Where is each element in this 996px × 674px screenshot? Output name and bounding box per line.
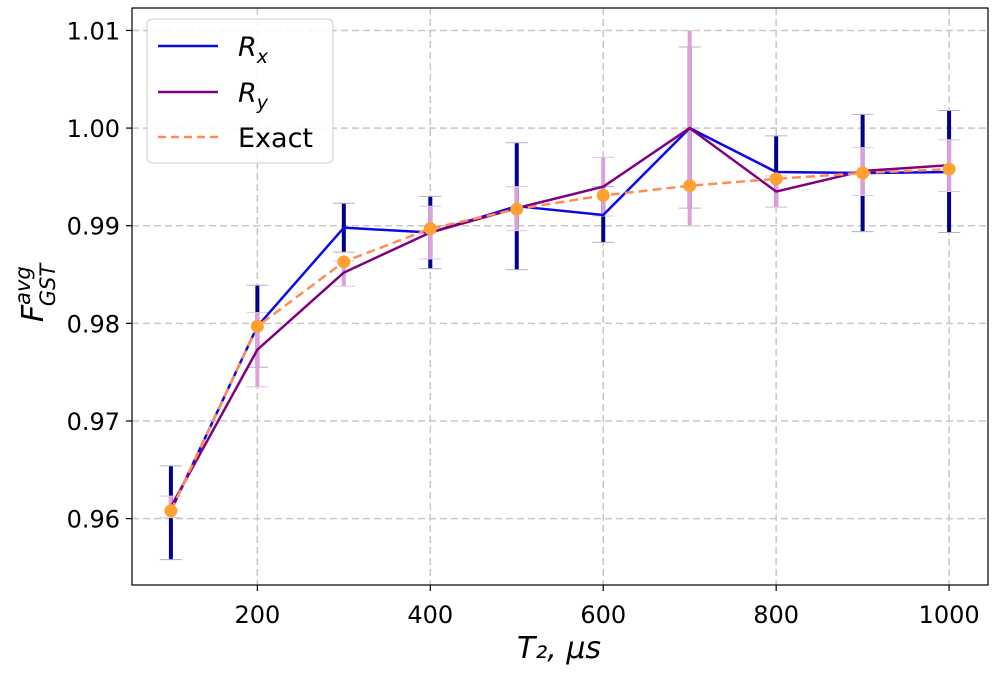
y-axis-label: FavgGST — [11, 262, 60, 323]
y-tick-label: 1.00 — [67, 115, 120, 143]
legend: Rx Ry Exact — [146, 18, 334, 164]
data-point-exact — [596, 188, 610, 202]
y-axis-label-sub: GST — [36, 262, 60, 307]
legend-label-ry: Ry — [238, 78, 269, 114]
y-axis-label-main: F — [16, 304, 51, 322]
x-tick-label: 800 — [753, 601, 799, 629]
x-tick-label: 400 — [407, 601, 453, 629]
y-tick-label: 1.01 — [67, 17, 120, 45]
data-point-exact — [250, 319, 264, 333]
y-tick-label: 0.99 — [67, 213, 120, 241]
x-tick-label: 1000 — [919, 601, 980, 629]
data-point-exact — [942, 162, 956, 176]
x-axis-ticks: 200 400 600 800 1000 — [234, 585, 980, 629]
data-point-exact — [769, 172, 783, 186]
plot-frame — [131, 7, 989, 586]
data-point-exact — [423, 222, 437, 236]
data-point-exact — [856, 166, 870, 180]
legend-label-exact: Exact — [238, 123, 313, 154]
y-axis-ticks: 0.96 0.97 0.98 0.99 1.00 1.01 — [67, 17, 132, 534]
legend-box — [146, 18, 334, 164]
series-line-r_y — [169, 126, 950, 508]
exact-markers — [164, 162, 956, 518]
y-tick-label: 0.96 — [67, 506, 120, 534]
x-axis-label: T₂, μs — [517, 631, 601, 666]
data-point-exact — [510, 202, 524, 216]
y-tick-label: 0.98 — [67, 310, 120, 338]
legend-label-rx: Rx — [238, 32, 269, 68]
data-point-exact — [683, 179, 697, 193]
x-tick-label: 200 — [234, 601, 280, 629]
x-tick-label: 600 — [580, 601, 626, 629]
data-point-exact — [337, 255, 351, 269]
series-line-r_x — [169, 126, 950, 512]
y-tick-label: 0.97 — [67, 408, 120, 436]
data-point-exact — [164, 504, 178, 518]
series-line-exact — [169, 167, 950, 512]
y-axis-label-sup: avg — [11, 266, 35, 305]
series-lines — [169, 126, 950, 512]
